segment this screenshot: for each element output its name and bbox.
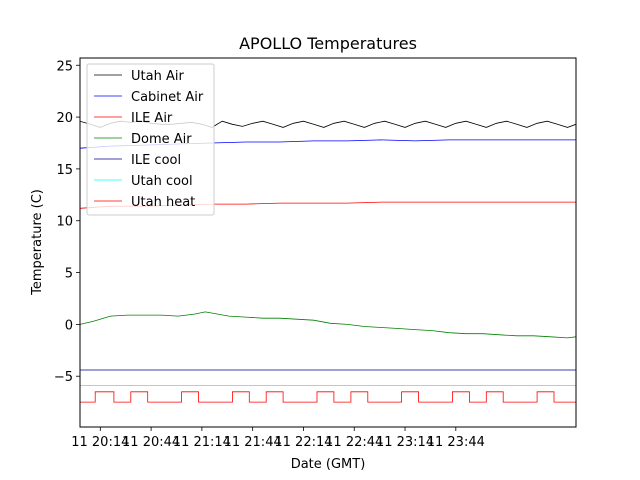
- y-tick-label: 25: [56, 59, 73, 74]
- x-tick-label: 11 22:14: [274, 435, 332, 450]
- legend-box: [86, 63, 215, 216]
- legend-label-utah-air: Utah Air: [131, 69, 184, 84]
- legend-label-ile-air: ILE Air: [131, 111, 173, 126]
- legend-label-utah-heat: Utah heat: [131, 195, 195, 210]
- y-tick-label: 10: [56, 215, 73, 230]
- y-tick-label: 20: [56, 111, 73, 126]
- chart-title: APOLLO Temperatures: [239, 34, 417, 53]
- y-axis-label: Temperature (C): [30, 189, 45, 296]
- legend-label-cabinet-air: Cabinet Air: [131, 90, 204, 105]
- y-tick-label: 0: [65, 318, 73, 333]
- x-tick-label: 11 20:44: [122, 435, 180, 450]
- series-line-dome-air: [80, 311, 576, 339]
- x-tick-label: 11 21:44: [224, 435, 282, 450]
- x-tick-label: 11 20:14: [71, 435, 129, 450]
- y-tick-label: −5: [54, 370, 73, 385]
- y-tick-label: 15: [56, 163, 73, 178]
- plot-frame: [79, 57, 577, 428]
- x-tick-label: 11 23:44: [427, 435, 485, 450]
- legend: Utah Air Cabinet Air ILE Air Dome Air ILE co…: [86, 63, 215, 216]
- x-axis-label: Date (GMT): [291, 457, 366, 472]
- x-tick-label: 11 22:44: [325, 435, 383, 450]
- x-tick-label: 11 21:14: [173, 435, 231, 450]
- legend-label-dome-air: Dome Air: [131, 132, 192, 147]
- y-axis: −5 0 5 10 15 20 25: [54, 59, 80, 385]
- x-tick-label: 11 23:14: [376, 435, 434, 450]
- y-tick-label: 5: [65, 267, 73, 282]
- legend-label-ile-cool: ILE cool: [131, 153, 181, 168]
- series-line-utah-heat: [80, 391, 576, 403]
- legend-label-utah-cool: Utah cool: [131, 174, 193, 189]
